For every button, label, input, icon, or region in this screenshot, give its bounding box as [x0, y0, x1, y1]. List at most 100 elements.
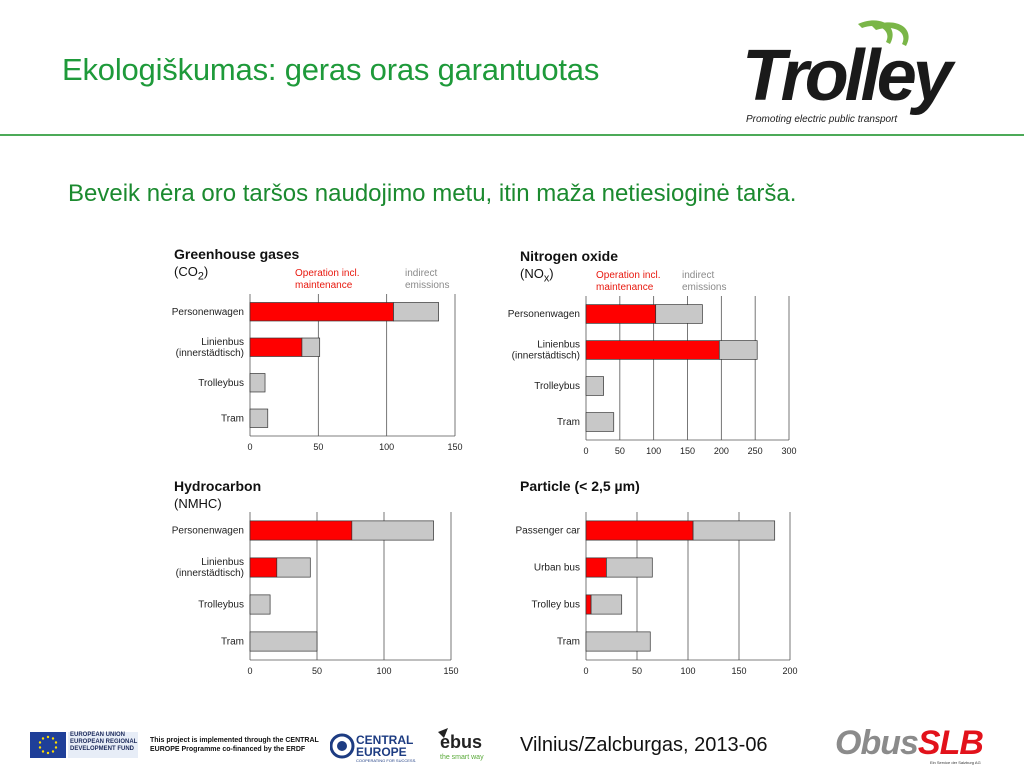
bar-indirect [692, 520, 776, 541]
category-label: Tram [557, 637, 580, 648]
bar-indirect [249, 373, 266, 393]
chart-particle: Particle (< 2,5 µm) 0 50 100 150 200 Passenge… [506, 474, 806, 684]
ebus-tagline: the smart way [440, 754, 484, 761]
bar-operation [585, 557, 607, 578]
x-tick-label: 200 [782, 666, 797, 676]
category-label: Tram [221, 413, 244, 424]
title-divider [0, 134, 1024, 136]
category-label: (innerstädtisch) [176, 348, 244, 359]
central-europe-name: CENTRAL EUROPE [356, 733, 414, 759]
bar-operation [585, 520, 694, 541]
x-tick-label: 100 [680, 666, 695, 676]
bar-operation [249, 520, 353, 541]
bar-indirect [585, 631, 651, 652]
x-tick-label: 50 [615, 446, 625, 456]
bar-indirect [585, 376, 604, 396]
obus-tagline: Ein Service der Salzburg AG [930, 760, 981, 765]
x-tick-label: 150 [680, 446, 695, 456]
logo-leaf-mark-2 [872, 22, 909, 46]
bar-operation [585, 340, 720, 360]
x-tick-label: 100 [376, 666, 391, 676]
category-label: Personenwagen [172, 526, 244, 537]
chart-subtitle: (CO2) [174, 264, 209, 283]
category-label: Urban bus [534, 563, 580, 574]
ebus-name: ebus [440, 732, 483, 752]
chart-nitrogen-oxide: Nitrogen oxide (NOx) Operation incl. mai… [506, 242, 806, 462]
category-label: Trolley bus [531, 600, 580, 611]
category-label: Trolleybus [198, 600, 244, 611]
obus-slb-logo: ObusSLB [835, 724, 984, 763]
legend-operation: Operation incl. maintenance [295, 268, 360, 291]
x-tick-label: 250 [748, 446, 763, 456]
chart-subtitle: (NMHC) [174, 496, 222, 511]
chart-plot: 0 50 100 150 Personenwagen Linienbus(innerstä… [172, 294, 463, 452]
bar-indirect [606, 557, 653, 578]
x-tick-label: 0 [583, 446, 588, 456]
bar-operation [585, 304, 657, 324]
chart-greenhouse-gases: Greenhouse gases (CO2) Operation incl. m… [170, 242, 470, 462]
bar-operation [585, 594, 592, 615]
bar-indirect [393, 302, 439, 322]
legend-indirect: indirect emissions [682, 270, 727, 293]
category-label: Personenwagen [508, 309, 580, 320]
category-label: Trolleybus [198, 378, 244, 389]
category-label: Tram [557, 417, 580, 428]
logo-tagline: Promoting electric public transport [746, 114, 898, 125]
chart-title: Hydrocarbon [174, 478, 262, 494]
category-label: Trolleybus [534, 381, 580, 392]
central-europe-logo [330, 733, 355, 759]
bar-indirect [351, 520, 434, 541]
category-label: (innerstädtisch) [512, 351, 580, 362]
x-tick-label: 100 [646, 446, 661, 456]
eu-flag-icon [30, 732, 138, 758]
bar-indirect [655, 304, 703, 324]
category-label: Linienbus [537, 340, 580, 351]
chart-plot: 0 50 100 150 200 Passenger car Urban bus Trolle… [516, 512, 798, 676]
footer: EUROPEAN UNION EUROPEAN REGIONAL DEVELOP… [0, 712, 1024, 768]
x-tick-label: 150 [731, 666, 746, 676]
bar-operation [249, 337, 303, 357]
x-tick-label: 0 [247, 442, 252, 452]
central-europe-tagline: COOPERATING FOR SUCCESS. [356, 758, 417, 763]
bar-operation [249, 557, 278, 578]
slb-word: SLB [917, 724, 984, 762]
bar-indirect [249, 631, 318, 652]
x-tick-label: 50 [312, 666, 322, 676]
slide-subtitle: Beveik nėra oro taršos naudojimo metu, i… [68, 180, 797, 207]
slide-title: Ekologiškumas: geras oras garantuotas [62, 52, 600, 87]
x-tick-label: 50 [313, 442, 323, 452]
bar-indirect [276, 557, 311, 578]
ebus-logo-icon [438, 728, 448, 738]
bar-indirect [249, 594, 271, 615]
x-tick-label: 200 [714, 446, 729, 456]
category-label: Passenger car [516, 526, 581, 537]
eu-fund-text: EUROPEAN UNION EUROPEAN REGIONAL DEVELOP… [70, 732, 138, 752]
chart-subtitle: (NOx) [520, 266, 554, 285]
programme-text: This project is implemented through the … [150, 737, 319, 753]
chart-hydrocarbon: Hydrocarbon (NMHC) 0 50 100 150 Personenwage… [170, 474, 470, 684]
category-label: Linienbus [201, 337, 244, 348]
bar-indirect [301, 337, 321, 357]
bar-operation [249, 302, 394, 322]
footer-date: Vilnius/Zalcburgas, 2013-06 [520, 734, 768, 756]
x-tick-label: 50 [632, 666, 642, 676]
bar-indirect [585, 412, 615, 432]
trolley-logo: Trolley Promoting electric public transp… [742, 20, 961, 125]
x-tick-label: 300 [781, 446, 796, 456]
bar-indirect [249, 408, 269, 428]
x-tick-label: 150 [447, 442, 462, 452]
logo-wordmark: Trolley [742, 36, 957, 116]
chart-plot: 0 50 100 150 200 250 300 Personenwagen Linienbus… [508, 296, 797, 456]
legend-indirect: indirect emissions [405, 268, 450, 291]
category-label: Linienbus [201, 557, 244, 568]
category-label: Tram [221, 637, 244, 648]
category-label: (innerstädtisch) [176, 568, 244, 579]
x-tick-label: 150 [443, 666, 458, 676]
obus-word: Obus [835, 724, 919, 762]
category-label: Personenwagen [172, 307, 244, 318]
chart-title: Nitrogen oxide [520, 248, 619, 264]
chart-plot: 0 50 100 150 Personenwagen Linienbus(innerstä… [172, 512, 459, 676]
legend-operation: Operation incl. maintenance [596, 270, 661, 293]
bar-indirect [718, 340, 758, 360]
x-tick-label: 0 [583, 666, 588, 676]
